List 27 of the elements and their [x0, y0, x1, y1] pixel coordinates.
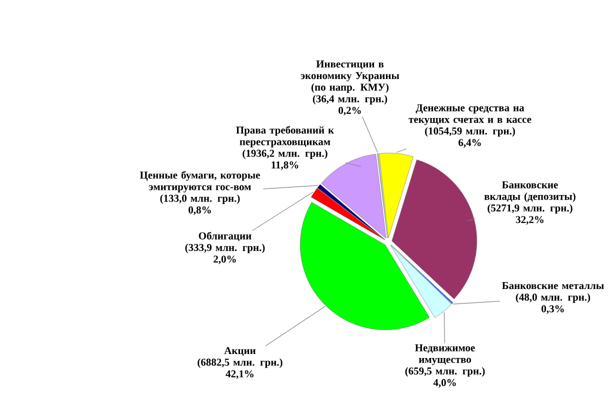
slice-label: Денежные средства на текущих счетах и в кассе	[408, 104, 532, 126]
data-label: (36,4 млн. грн.)	[312, 94, 388, 104]
text: 6,4%	[458, 139, 481, 148]
text: 2,0%	[214, 256, 236, 264]
slice-label: Банковские металлы	[502, 282, 604, 290]
text: 4,0%	[433, 379, 456, 388]
slice-label: Ценные бумаги, которые эмитируются гос-вом	[140, 171, 260, 192]
data-label: (333,9 млн. грн.)	[185, 244, 265, 254]
data-label: (659,5 млн. грн.)	[405, 367, 485, 377]
text: 0,3%	[542, 305, 564, 314]
text: 32,2%	[516, 216, 544, 225]
data-label: (5271,9 млн. грн.)	[488, 204, 572, 214]
slice-label: Акции	[224, 347, 256, 356]
slice-label: Облигации	[198, 232, 252, 242]
text: 11,8%	[272, 161, 298, 170]
slice-label: Недвижимое имущество	[415, 344, 475, 366]
slice-label: Банковские вклады (депозиты)	[484, 181, 576, 202]
data-label: (1936,2 млн. грн.)	[242, 149, 328, 159]
slice-label: Права требований к перестраховщикам	[236, 126, 334, 148]
text: 0,2%	[338, 106, 361, 116]
text: 42,1%	[226, 370, 254, 379]
data-label: (48,0 млн. грн.)	[516, 293, 590, 303]
data-label: (1054,59 млн. грн.)	[425, 127, 515, 137]
data-label: (6882,5 млн. грн.)	[198, 358, 282, 368]
data-label: (133,0 млн. грн.)	[160, 194, 240, 204]
text: 0,8%	[188, 206, 211, 215]
slice-label: Инвестиции в экономику Украины (по напр. КМУ)	[300, 60, 400, 93]
